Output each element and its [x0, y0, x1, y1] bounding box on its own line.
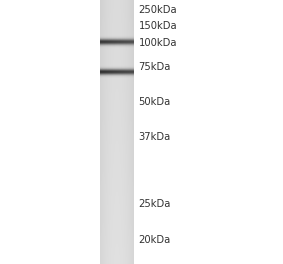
Text: 100kDa: 100kDa [139, 38, 177, 48]
Text: 50kDa: 50kDa [139, 97, 171, 107]
Text: 25kDa: 25kDa [139, 199, 171, 209]
Text: 37kDa: 37kDa [139, 132, 171, 142]
Text: 250kDa: 250kDa [139, 5, 177, 15]
Text: 150kDa: 150kDa [139, 21, 177, 31]
Text: 75kDa: 75kDa [139, 62, 171, 72]
Text: 20kDa: 20kDa [139, 235, 171, 245]
